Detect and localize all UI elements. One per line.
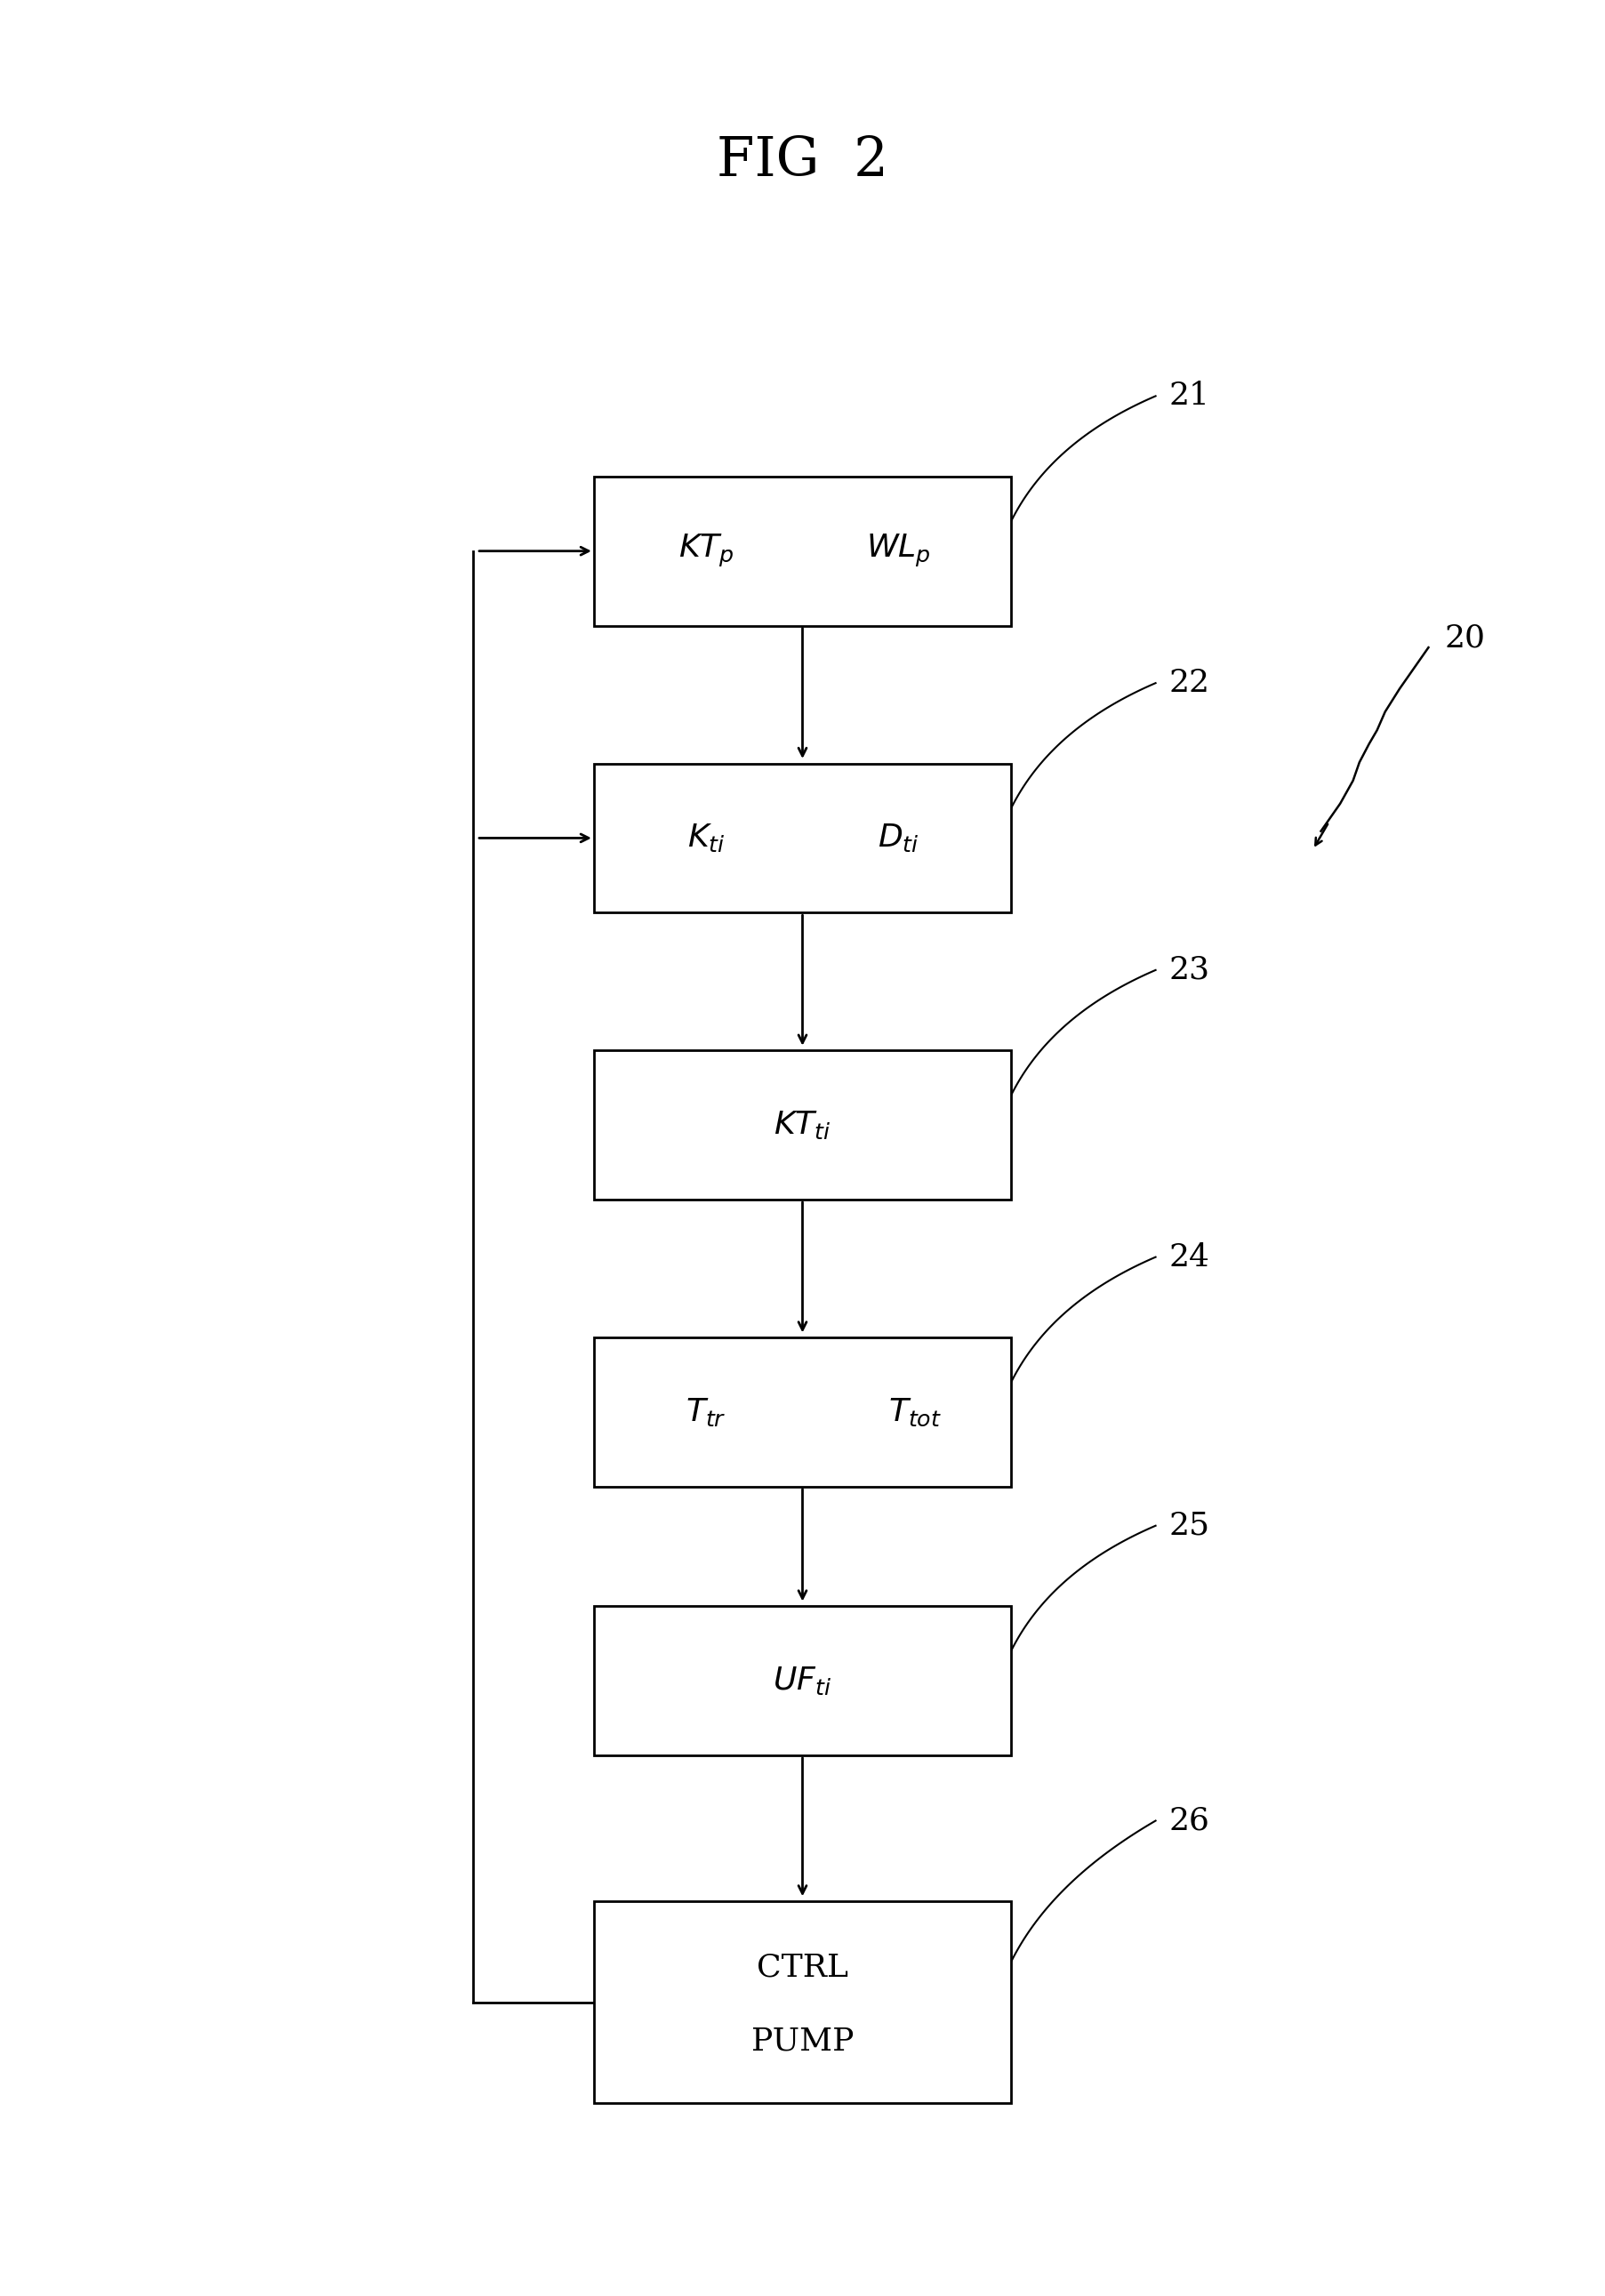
Text: 23: 23 [1168, 955, 1210, 985]
Text: $K_{ti}$: $K_{ti}$ [687, 822, 725, 854]
Text: 25: 25 [1168, 1511, 1210, 1541]
Text: 21: 21 [1168, 381, 1209, 411]
Bar [594, 1049, 1011, 1199]
Bar [594, 1607, 1011, 1754]
Text: 20: 20 [1444, 622, 1485, 654]
Bar [594, 762, 1011, 912]
Bar [594, 1901, 1011, 2103]
Text: $WL_p$: $WL_p$ [867, 533, 931, 569]
Text: CTRL: CTRL [756, 1952, 849, 1984]
Text: $KT_p$: $KT_p$ [679, 533, 733, 569]
Bar [594, 475, 1011, 625]
Bar [594, 1336, 1011, 1488]
Text: $KT_{ti}$: $KT_{ti}$ [774, 1109, 831, 1141]
Text: $T_{tr}$: $T_{tr}$ [685, 1396, 727, 1428]
Text: 22: 22 [1168, 668, 1209, 698]
Text: FIG  2: FIG 2 [717, 133, 888, 188]
Text: $D_{ti}$: $D_{ti}$ [878, 822, 920, 854]
Text: PUMP: PUMP [751, 2025, 854, 2057]
Text: $UF_{ti}$: $UF_{ti}$ [774, 1665, 831, 1697]
Text: 24: 24 [1168, 1242, 1209, 1272]
Text: $T_{tot}$: $T_{tot}$ [888, 1396, 942, 1428]
Text: 26: 26 [1168, 1805, 1209, 1837]
